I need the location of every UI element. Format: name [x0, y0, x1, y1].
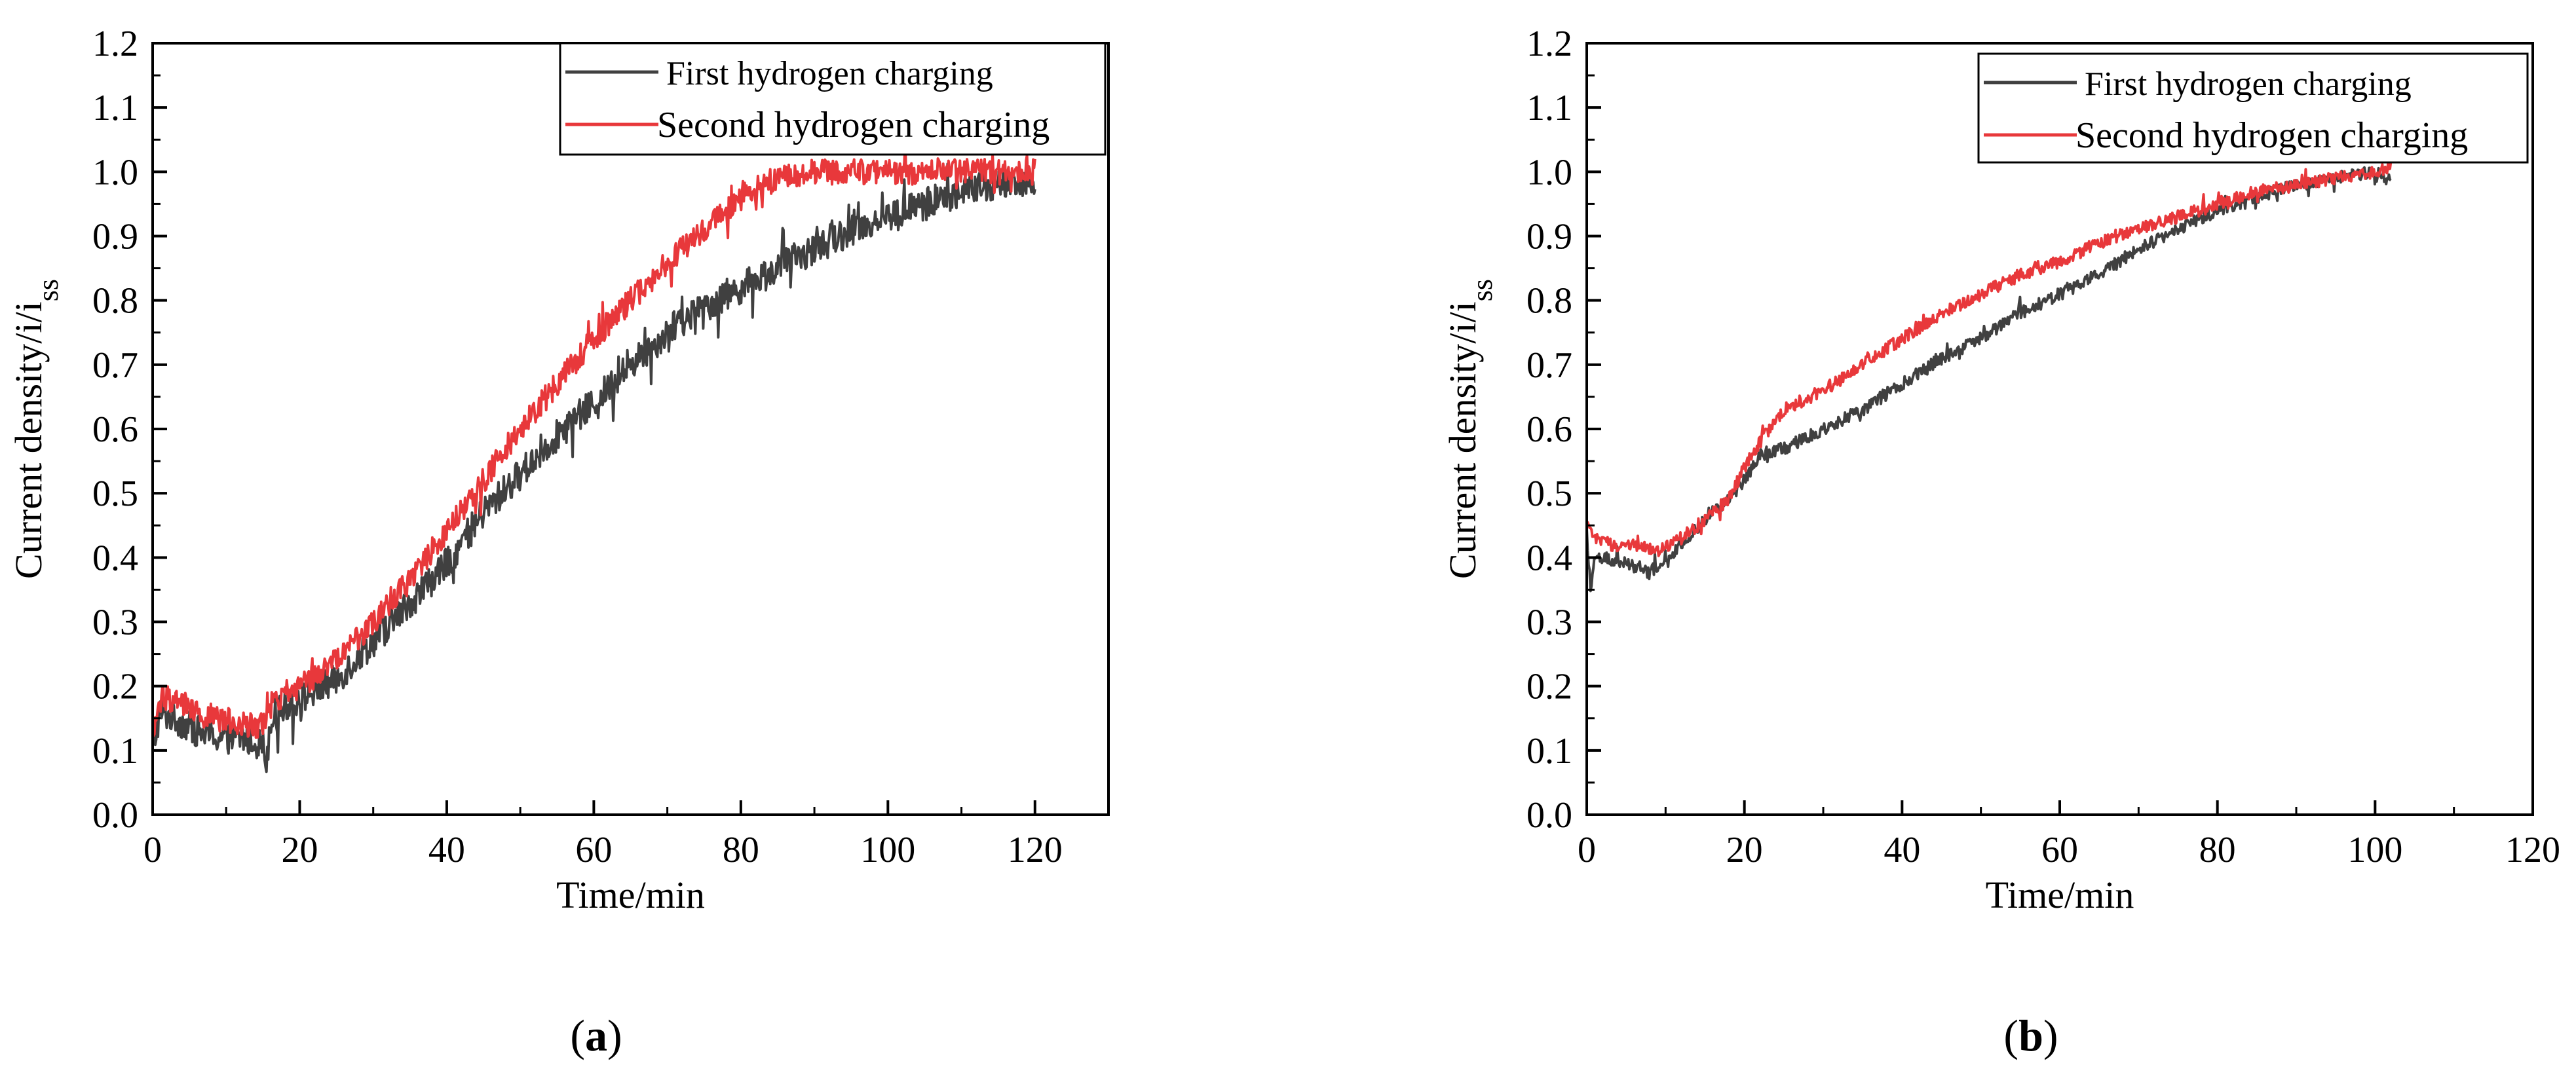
y-tick-label: 1.2	[92, 24, 138, 64]
x-tick-label: 40	[1884, 830, 1920, 870]
y-tick-label: 0.7	[92, 345, 138, 386]
y-axis-label: Current density/i/iss	[1441, 279, 1498, 579]
x-tick-label: 0	[1578, 830, 1596, 870]
series-line-second-hydrogen-charging	[1587, 161, 2393, 557]
y-tick-label: 0.4	[1526, 538, 1572, 578]
panel-label: (a)	[570, 1011, 622, 1060]
y-tick-label: 0.2	[92, 667, 138, 707]
x-axis-label: Time/min	[556, 874, 705, 916]
y-tick-label: 0.0	[92, 795, 138, 836]
x-axis-label: Time/min	[1986, 874, 2134, 916]
legend-box	[1977, 52, 2529, 164]
series-line-second-hydrogen-charging	[153, 140, 1036, 739]
y-tick-label: 0.5	[1526, 474, 1572, 514]
y-tick-label: 0.5	[92, 474, 138, 514]
y-tick-label: 0.6	[1526, 409, 1572, 450]
y-axis-label: Current density/i/iss	[7, 279, 64, 579]
y-tick-label: 0.6	[92, 409, 138, 450]
y-tick-label: 0.0	[1526, 795, 1572, 836]
legend-entry-label: Second hydrogen charging	[657, 105, 1050, 145]
y-tick-label: 0.3	[1526, 603, 1572, 643]
series-line-first-hydrogen-charging	[1587, 166, 2392, 593]
y-tick-label: 1.0	[92, 152, 138, 193]
y-tick-label: 0.9	[1526, 217, 1572, 257]
chart-panel-a: 0.0 0.1 0.2 0.3 0.4 0.5 0.6 0.7 0.8 0.9 1.0 1.1 1.2 0…	[7, 24, 1110, 1060]
y-tick-label: 0.2	[1526, 667, 1572, 707]
x-tick-label: 120	[2505, 830, 2560, 870]
y-tick-label: 1.0	[1526, 152, 1572, 193]
x-tick-label: 0	[143, 830, 162, 870]
y-tick-label: 0.7	[1526, 345, 1572, 386]
y-tick-label: 1.2	[1526, 24, 1572, 64]
panel-label: (b)	[2003, 1011, 2058, 1060]
x-tick-label: 100	[2347, 830, 2402, 870]
y-tick-label: 0.1	[1526, 731, 1572, 771]
y-tick-label: 1.1	[92, 88, 138, 128]
series-line-first-hydrogen-charging	[153, 162, 1036, 773]
x-tick-label: 20	[281, 830, 318, 870]
legend-entry-label: First hydrogen charging	[666, 55, 993, 92]
x-tick-label: 60	[575, 830, 612, 870]
y-tick-label: 0.8	[92, 281, 138, 322]
y-axis-label-subscript: ss	[1466, 279, 1498, 301]
legend: First hydrogen charging Second hydrogen c…	[1977, 52, 2529, 164]
y-tick-label: 0.4	[92, 538, 138, 578]
y-tick-label: 0.3	[92, 603, 138, 643]
legend-entry-label: Second hydrogen charging	[2075, 115, 2468, 156]
y-tick-label: 0.9	[92, 217, 138, 257]
x-tick-label: 80	[2199, 830, 2236, 870]
y-tick-label: 0.8	[1526, 281, 1572, 322]
legend: First hydrogen charging Second hydrogen c…	[559, 42, 1107, 156]
x-tick-label: 120	[1008, 830, 1063, 870]
x-tick-label: 20	[1726, 830, 1763, 870]
legend-entry-label: First hydrogen charging	[2085, 65, 2412, 103]
x-tick-label: 80	[723, 830, 759, 870]
y-tick-label: 0.1	[92, 731, 138, 771]
x-tick-label: 100	[860, 830, 915, 870]
y-axis-label-subscript: ss	[32, 279, 64, 301]
x-tick-label: 40	[428, 830, 465, 870]
x-tick-label: 60	[2041, 830, 2078, 870]
legend-box	[559, 42, 1107, 156]
y-tick-label: 1.1	[1526, 88, 1572, 128]
chart-panel-b: 0.0 0.1 0.2 0.3 0.4 0.5 0.6 0.7 0.8 0.9 1.0 1.1 1.2 0…	[1441, 24, 2560, 1060]
